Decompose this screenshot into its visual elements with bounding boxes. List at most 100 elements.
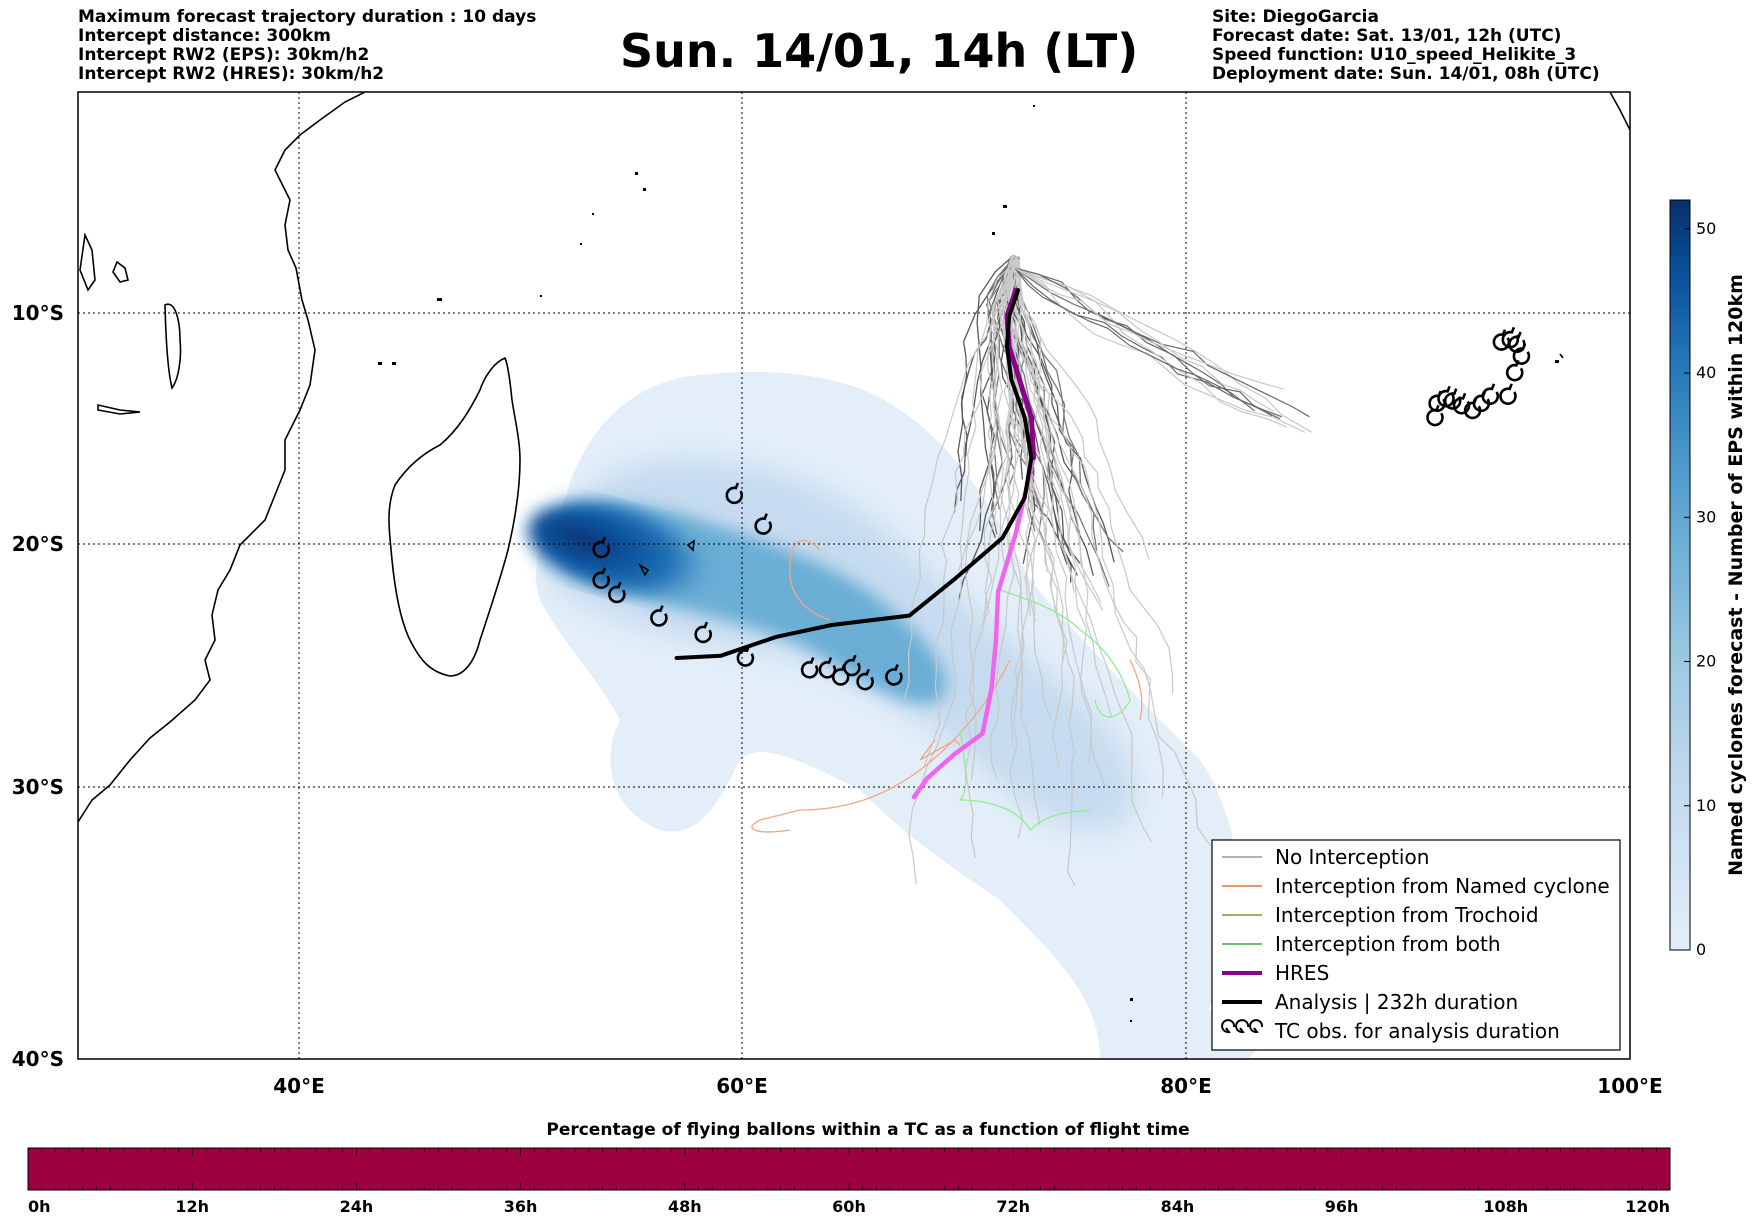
island-dot bbox=[1130, 998, 1133, 1001]
flight-time-segment bbox=[356, 1148, 522, 1190]
header-left-line: Maximum forecast trajectory duration : 1… bbox=[78, 7, 537, 27]
tc-obs-marker bbox=[1505, 359, 1524, 382]
traj-named-cyclone bbox=[789, 539, 831, 621]
flight-time-tick-label: 36h bbox=[504, 1197, 538, 1216]
hres-track-start bbox=[1004, 287, 1037, 461]
lake-outline bbox=[164, 303, 182, 390]
island-dot bbox=[1003, 205, 1007, 208]
tc-obs-marker bbox=[592, 567, 610, 589]
traj-named-cyclone bbox=[1129, 659, 1143, 721]
island-outline bbox=[638, 562, 650, 577]
flight-time-segment bbox=[1013, 1148, 1178, 1190]
colorbar-tick-label: 20 bbox=[1696, 652, 1716, 671]
legend-label: HRES bbox=[1275, 961, 1329, 985]
header-right: Site: DiegoGarcia Forecast date: Sat. 13… bbox=[1212, 8, 1600, 84]
x-tick-label: 60°E bbox=[716, 1074, 768, 1098]
tc-obs-marker bbox=[1499, 383, 1517, 405]
header-right-line: Forecast date: Sat. 13/01, 12h (UTC) bbox=[1212, 26, 1562, 46]
flight-time-tick-label: 12h bbox=[175, 1197, 209, 1216]
island-dot bbox=[580, 243, 582, 245]
traj-named-cyclone bbox=[751, 659, 1011, 833]
flight-time-bar-title: Percentage of flying ballons within a TC… bbox=[546, 1120, 1189, 1140]
africa-coast bbox=[78, 92, 366, 823]
ensemble-trajectory bbox=[953, 256, 1012, 513]
island-outline bbox=[79, 232, 96, 292]
tc-obs-marker bbox=[1443, 388, 1462, 410]
header-left-line: Intercept RW2 (HRES): 30km/h2 bbox=[78, 64, 385, 84]
legend: No Interception Interception from Named … bbox=[1211, 839, 1621, 1051]
ensemble-trajectory bbox=[1012, 258, 1124, 553]
tc-obs-marker bbox=[1437, 385, 1455, 408]
island-dot bbox=[992, 232, 995, 235]
flight-time-tick-label: 84h bbox=[1161, 1197, 1195, 1216]
tc-observations bbox=[592, 326, 1531, 691]
flight-time-tick-label: 96h bbox=[1325, 1197, 1359, 1216]
flight-time-bar-segments bbox=[28, 1148, 1671, 1190]
colorbar-tick-label: 0 bbox=[1696, 940, 1706, 959]
island-dot bbox=[1033, 105, 1035, 107]
colorbar-label: Named cyclones forecast - Number of EPS … bbox=[1725, 274, 1747, 876]
colorbar-ticks: 0 10 20 30 40 50 bbox=[1684, 219, 1716, 959]
tc-obs-marker bbox=[694, 621, 712, 644]
ensemble-trajectory bbox=[1009, 255, 1058, 618]
tc-obs-marker bbox=[592, 536, 610, 559]
ensemble-trajectory bbox=[1014, 267, 1255, 412]
flight-time-segment bbox=[1505, 1148, 1671, 1190]
x-tick-label: 40°E bbox=[273, 1074, 325, 1098]
map-grid bbox=[78, 92, 1630, 1059]
colorbar-ramp bbox=[1669, 199, 1691, 951]
traj-both bbox=[958, 729, 1091, 832]
header-right-line: Speed function: U10_speed_Helikite_3 bbox=[1212, 45, 1577, 65]
flight-time-bar-minor-ticks bbox=[41, 1148, 1657, 1190]
map-title: Sun. 14/01, 14h (LT) bbox=[620, 24, 1139, 78]
island-dot bbox=[378, 362, 382, 365]
flight-time-segment bbox=[1177, 1148, 1343, 1190]
ensemble-trajectory bbox=[1014, 267, 1274, 412]
cyclone-icon bbox=[1235, 1019, 1250, 1034]
ensemble-trajectory bbox=[1016, 258, 1164, 797]
tc-obs-marker bbox=[725, 482, 744, 505]
legend-label: TC obs. for analysis duration bbox=[1274, 1019, 1560, 1043]
map-layers bbox=[78, 92, 1630, 1059]
ensemble-trajectory bbox=[960, 255, 1016, 457]
colorbar-tick-label: 30 bbox=[1696, 507, 1716, 526]
flight-time-tick-label: 48h bbox=[668, 1197, 702, 1216]
legend-swatch-tc-obs bbox=[1221, 1019, 1264, 1034]
tc-obs-marker bbox=[650, 605, 668, 627]
ensemble-trajectory bbox=[1001, 255, 1153, 843]
colorbar-tick-label: 50 bbox=[1696, 219, 1716, 238]
tc-obs-marker bbox=[1481, 383, 1500, 405]
x-tick-label: 100°E bbox=[1597, 1074, 1662, 1098]
axis-ticks: 40°E 60°E 80°E 100°E 10°S 20°S 30°S 40°S bbox=[12, 301, 1663, 1098]
x-tick-label: 80°E bbox=[1160, 1074, 1212, 1098]
island-dot bbox=[437, 298, 442, 301]
flight-time-segment bbox=[520, 1148, 686, 1190]
tc-obs-marker bbox=[885, 664, 903, 686]
legend-label: Interception from Trochoid bbox=[1275, 903, 1539, 927]
flight-time-bar: Percentage of flying ballons within a TC… bbox=[27, 1120, 1671, 1216]
island-outline bbox=[1609, 92, 1630, 131]
tc-obs-marker bbox=[1512, 343, 1531, 365]
ensemble-trajectory bbox=[987, 259, 1017, 779]
map-area[interactable] bbox=[77, 91, 1631, 1070]
ensemble-trajectory bbox=[958, 255, 1017, 571]
ensemble-trajectory bbox=[1007, 260, 1113, 718]
tc-obs-marker bbox=[754, 513, 772, 535]
hres-track bbox=[911, 455, 1036, 800]
colorbar-tick-label: 10 bbox=[1696, 796, 1716, 815]
eps-density-field bbox=[527, 371, 1260, 1059]
y-tick-label: 20°S bbox=[12, 532, 64, 556]
tc-obs-marker bbox=[736, 645, 755, 667]
legend-label: Interception from both bbox=[1275, 932, 1501, 956]
tc-obs-marker bbox=[843, 654, 861, 677]
y-tick-label: 10°S bbox=[12, 301, 64, 325]
flight-time-tick-label: 120h bbox=[1625, 1197, 1670, 1216]
traj-named-cyclone bbox=[919, 739, 961, 761]
island-dot bbox=[635, 172, 638, 175]
tc-obs-marker bbox=[831, 664, 850, 686]
colorbar-tick-label: 40 bbox=[1696, 363, 1716, 382]
ensemble-trajectory bbox=[976, 256, 1013, 532]
y-tick-label: 30°S bbox=[12, 775, 64, 799]
cyclone-icon bbox=[1249, 1019, 1264, 1034]
